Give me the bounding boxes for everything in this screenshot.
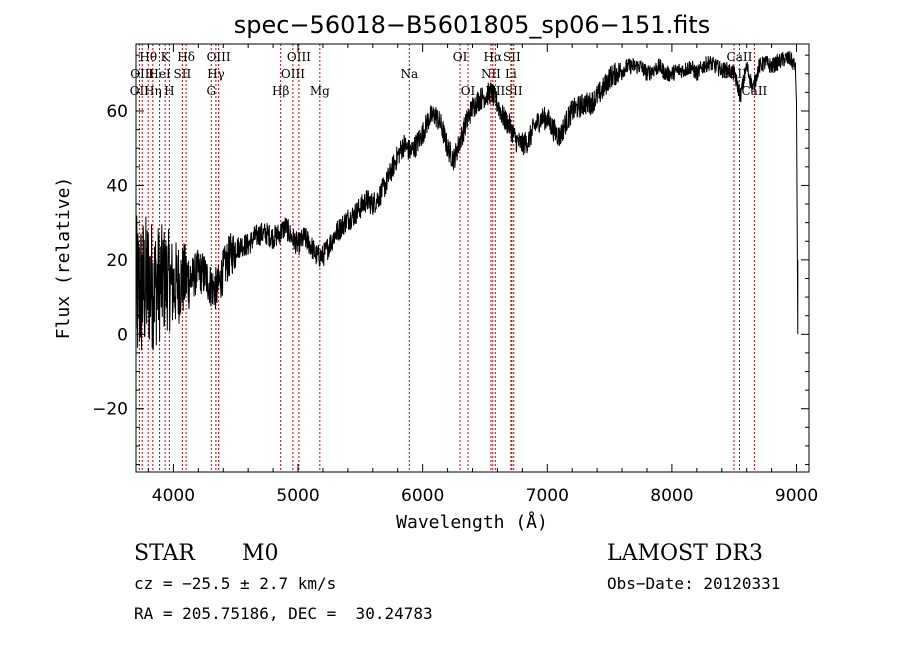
- x-tick-label: 5000: [276, 486, 319, 506]
- y-tick-label: 60: [106, 102, 128, 122]
- line-marker-label: G: [206, 84, 216, 98]
- line-marker-label: Na: [400, 67, 418, 81]
- line-marker-label: Hα: [484, 50, 503, 64]
- x-axis-label: Wavelength (Å): [396, 511, 548, 533]
- line-marker-label: OIII: [207, 50, 231, 64]
- y-tick-label: 40: [106, 176, 128, 196]
- y-tick-label: 20: [106, 251, 128, 271]
- line-marker-label: SII: [503, 50, 521, 64]
- line-marker-label: Li: [505, 67, 517, 81]
- chart-title: spec−56018−B5601805_sp06−151.fits: [234, 11, 710, 39]
- line-marker-label: K: [161, 50, 171, 64]
- survey-name: LAMOST DR3: [607, 541, 763, 566]
- sky-coordinates: RA = 205.75186, DEC = 30.24783: [134, 604, 433, 623]
- line-marker-label: SII: [505, 84, 523, 98]
- line-marker-label: OII: [130, 84, 150, 98]
- line-marker-label: OIII: [281, 67, 305, 81]
- line-marker-label: OI: [461, 84, 476, 98]
- tick-layer: 4000 5000 6000 7000 8000 9000 −20 0 20 40 60: [92, 44, 818, 506]
- line-marker-label: Hδ: [177, 50, 195, 64]
- line-marker-label: HeI: [148, 67, 171, 81]
- observation-date: Obs−Date: 20120331: [607, 574, 781, 593]
- x-tick-label: 9000: [775, 486, 818, 506]
- line-marker-label: Hη: [144, 84, 162, 98]
- y-axis-label: Flux (relative): [53, 177, 74, 340]
- x-tick-label: 7000: [526, 486, 569, 506]
- line-marker-label: Hγ: [207, 67, 225, 81]
- y-tick-label: −20: [92, 400, 128, 420]
- line-marker-label: OI: [453, 50, 468, 64]
- object-class: STAR: [134, 541, 195, 566]
- line-marker-label: OIII: [287, 50, 311, 64]
- line-marker-label: SII: [174, 67, 192, 81]
- object-subclass: M0: [242, 541, 279, 566]
- y-tick-label: 0: [117, 325, 128, 345]
- redshift-velocity: cz = −25.5 ± 2.7 km/s: [134, 574, 337, 593]
- x-tick-label: 8000: [650, 486, 693, 506]
- flux-series-line: [135, 50, 799, 351]
- line-marker-label: Hθ: [139, 50, 157, 64]
- x-tick-label: 4000: [152, 486, 195, 506]
- x-tick-label: 6000: [401, 486, 444, 506]
- line-marker-label: NII: [481, 67, 501, 81]
- spectrum-chart: spec−56018−B5601805_sp06−151.fits OII OII…: [53, 11, 818, 533]
- line-marker-label: CaII: [727, 50, 753, 64]
- line-marker-label: H: [164, 84, 174, 98]
- line-marker-label: Mg: [310, 84, 330, 98]
- line-marker-label: Hβ: [272, 84, 289, 98]
